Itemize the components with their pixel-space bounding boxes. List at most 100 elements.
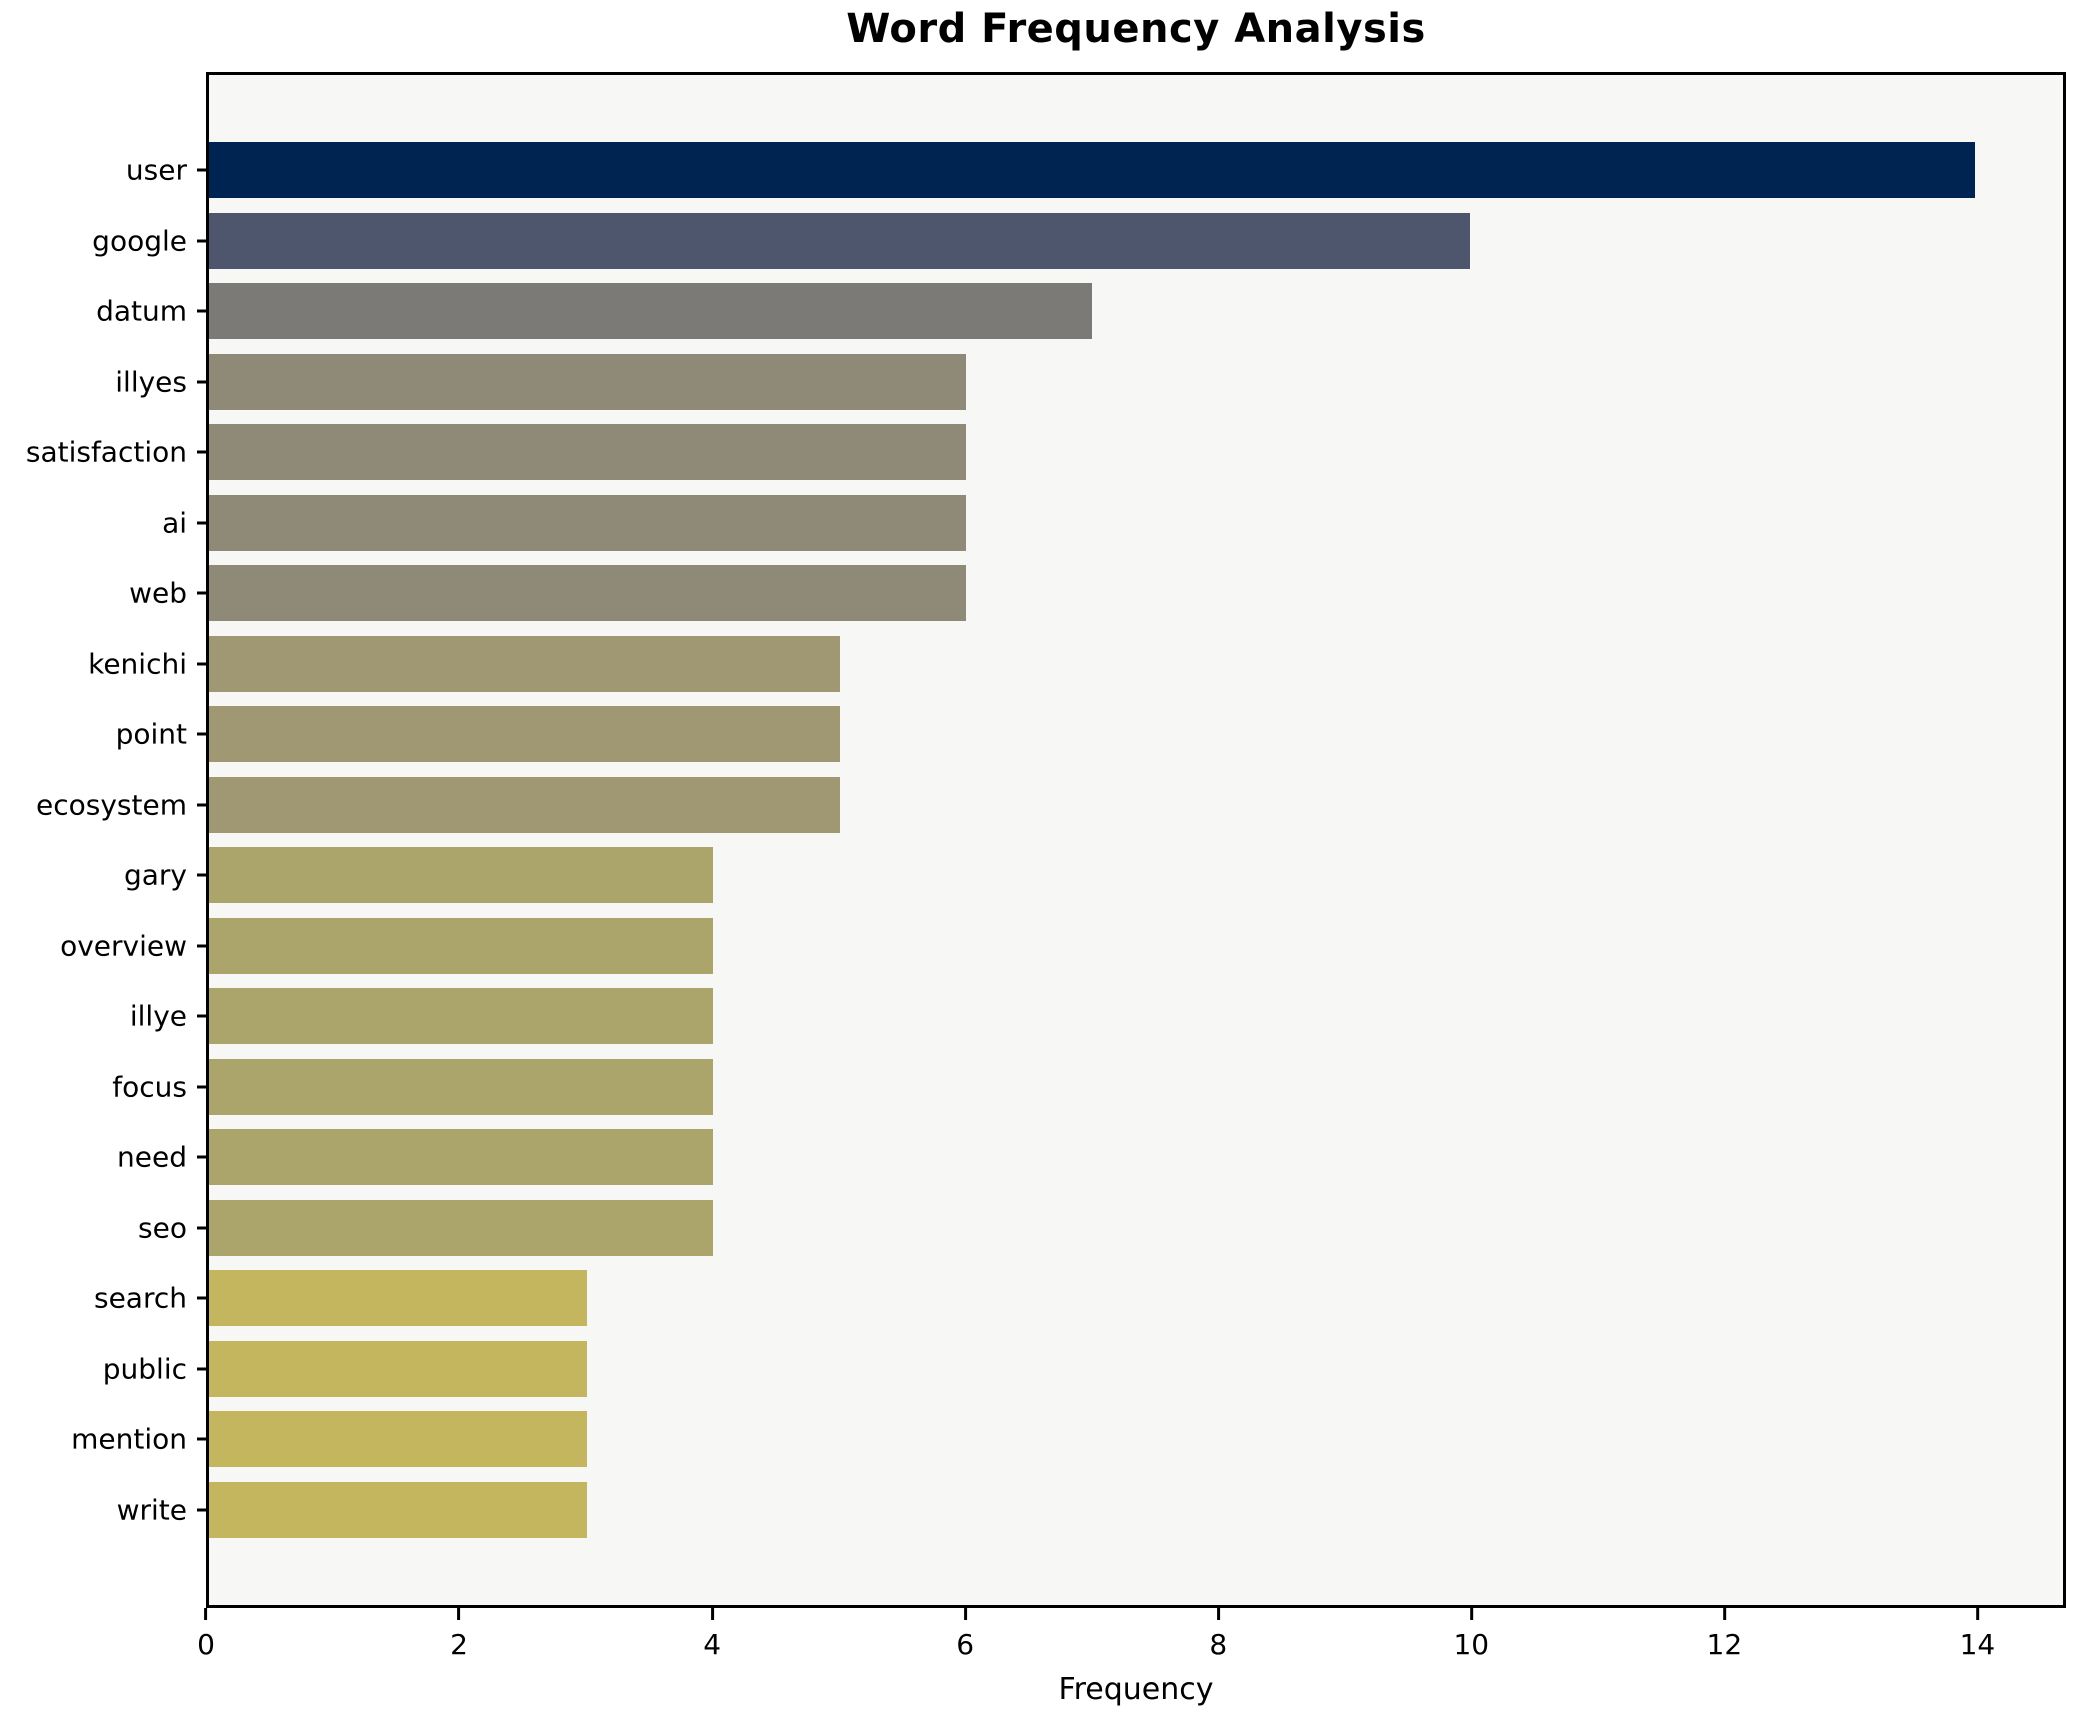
y-tick-mark: [197, 309, 209, 313]
x-tick: 10: [1453, 1608, 1489, 1661]
bar: [209, 1270, 588, 1327]
x-tick-mark: [457, 1608, 461, 1620]
y-tick-mark: [197, 1226, 209, 1230]
y-tick-label: web: [129, 576, 187, 610]
y-tick-label: ai: [162, 506, 187, 540]
x-tick-mark: [963, 1608, 967, 1620]
x-tick-mark: [1469, 1608, 1473, 1620]
bar: [209, 142, 1975, 199]
y-tick-label: user: [125, 153, 187, 187]
bar: [209, 917, 714, 974]
x-tick-label: 14: [1959, 1628, 1996, 1661]
x-tick: 4: [703, 1608, 721, 1661]
bar-row: google: [92, 206, 2063, 277]
y-tick-label: ecosystem: [36, 788, 187, 822]
bar-row: datum: [96, 276, 2063, 347]
bar-row: gary: [124, 840, 2063, 911]
x-tick: 8: [1209, 1608, 1227, 1661]
y-tick-mark: [197, 1155, 209, 1159]
bar-row: need: [117, 1122, 2063, 1193]
bar: [209, 706, 840, 763]
y-tick-mark: [197, 1085, 209, 1089]
bar: [209, 776, 840, 833]
bar: [209, 1058, 714, 1115]
y-tick-mark: [197, 380, 209, 384]
y-tick-label: focus: [112, 1070, 187, 1104]
bar-row: ai: [162, 488, 2063, 559]
y-tick-label: datum: [96, 294, 187, 328]
y-tick-mark: [197, 239, 209, 243]
y-tick-mark: [197, 873, 209, 877]
y-tick-label: gary: [123, 858, 187, 892]
y-tick-label: need: [117, 1140, 187, 1174]
bar: [209, 1340, 588, 1397]
bar: [209, 847, 714, 904]
x-tick-mark: [710, 1608, 714, 1620]
y-tick-mark: [197, 450, 209, 454]
x-tick: 12: [1706, 1608, 1743, 1661]
bar-row: search: [94, 1263, 2063, 1334]
y-tick-label: google: [92, 224, 187, 258]
y-tick-mark: [197, 662, 209, 666]
x-tick-mark: [1722, 1608, 1726, 1620]
y-tick-label: kenichi: [88, 647, 187, 681]
bar: [209, 1411, 588, 1468]
y-tick-mark: [197, 168, 209, 172]
y-tick-label: satisfaction: [25, 435, 187, 469]
x-tick-label: 10: [1453, 1628, 1490, 1661]
bar: [209, 424, 966, 481]
y-tick-label: search: [93, 1281, 187, 1315]
x-tick: 2: [450, 1608, 468, 1661]
y-tick-mark: [197, 1437, 209, 1441]
x-tick-mark: [204, 1608, 208, 1620]
y-tick-label: point: [115, 717, 187, 751]
bar: [209, 494, 966, 551]
x-tick: 14: [1959, 1608, 1996, 1661]
y-tick-mark: [197, 732, 209, 736]
bar-row: mention: [71, 1404, 2063, 1475]
bar-row: seo: [138, 1193, 2063, 1264]
bar: [209, 212, 1471, 269]
y-tick-mark: [197, 591, 209, 595]
bar: [209, 988, 714, 1045]
bar-row: point: [116, 699, 2063, 770]
bar-row: user: [126, 135, 2063, 206]
bar-row: focus: [112, 1052, 2063, 1123]
y-tick-label: seo: [138, 1211, 187, 1245]
bar: [209, 353, 966, 410]
bar: [209, 283, 1092, 340]
x-tick-label: 6: [956, 1628, 975, 1661]
bar: [209, 635, 840, 692]
x-tick: 6: [956, 1608, 974, 1661]
bar: [209, 1481, 588, 1538]
x-tick-label: 12: [1706, 1628, 1743, 1661]
bar-rows: user google datum illyes satisfaction ai web ke…: [26, 135, 2063, 1545]
bar-row: ecosystem: [36, 770, 2063, 841]
y-tick-label: mention: [71, 1422, 187, 1456]
y-tick-label: illye: [129, 999, 187, 1033]
x-axis-label: Frequency: [1058, 1672, 1214, 1707]
y-tick-mark: [197, 1296, 209, 1300]
bar-row: kenichi: [88, 629, 2063, 700]
chart-title: Word Frequency Analysis: [846, 6, 1426, 52]
x-axis-ticks: 0 2 4 6 8 10 12 14: [197, 1608, 2066, 1678]
x-tick: 0: [197, 1608, 215, 1661]
x-tick-label: 2: [450, 1628, 468, 1661]
bar-row: web: [129, 558, 2063, 629]
x-tick-label: 4: [703, 1628, 722, 1661]
y-tick-mark: [197, 1367, 209, 1371]
plot-area: user google datum illyes satisfaction ai web ke…: [26, 72, 2066, 1608]
bar-row: overview: [60, 911, 2063, 982]
x-tick-mark: [1975, 1608, 1979, 1620]
y-tick-mark: [197, 1508, 209, 1512]
bar-row: illyes: [115, 347, 2063, 418]
x-tick-label: 8: [1209, 1628, 1228, 1661]
y-tick-mark: [197, 521, 209, 525]
y-tick-label: overview: [60, 929, 187, 963]
y-tick-label: public: [102, 1352, 187, 1386]
bar: [209, 1199, 714, 1256]
x-tick-label: 0: [197, 1628, 215, 1661]
y-tick-label: illyes: [115, 365, 187, 399]
bar: [209, 1129, 714, 1186]
